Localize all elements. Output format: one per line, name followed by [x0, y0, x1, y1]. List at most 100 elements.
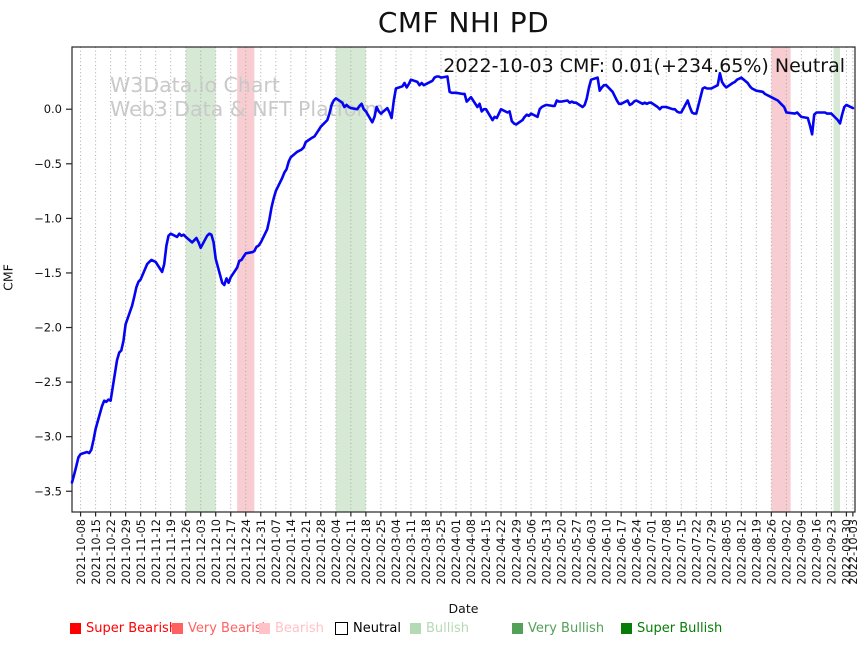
- y-tick-label: −1.5: [34, 266, 62, 280]
- x-tick-label: 2021-10-15: [90, 519, 103, 585]
- x-tick-label: 2021-10-29: [120, 519, 133, 585]
- x-tick-label: 2022-09-30: [841, 519, 854, 585]
- x-tick-label: 2022-06-10: [600, 519, 613, 585]
- x-tick-label: 2022-07-22: [690, 519, 703, 585]
- y-axis-label: CMF: [0, 264, 16, 291]
- x-tick-label: 2022-09-16: [811, 519, 824, 585]
- x-tick-label: 2022-07-01: [645, 519, 658, 585]
- legend-item-very-bullish: Very Bullish: [512, 620, 604, 636]
- y-tick-label: −0.5: [34, 157, 62, 171]
- y-tick-label: −1.0: [34, 211, 62, 225]
- x-tick-label: 2022-03-25: [435, 519, 448, 585]
- x-tick-label: 2021-11-26: [180, 519, 193, 585]
- x-tick-label: 2022-02-25: [375, 519, 388, 585]
- x-tick-label: 2022-08-19: [751, 519, 764, 585]
- y-tick-label: −2.0: [34, 321, 62, 335]
- legend-item-very-bearish: Very Bearish: [172, 620, 270, 636]
- legend-item-label: Very Bearish: [188, 620, 270, 636]
- page-title: CMF NHI PD: [377, 6, 550, 39]
- x-tick-label: 2022-04-29: [510, 519, 523, 585]
- legend-swatch-icon: [621, 622, 632, 634]
- cmf-line-layer: [70, 71, 855, 484]
- signal-band-bearish: [237, 47, 255, 512]
- legend-swatch-icon: [410, 622, 421, 634]
- x-tick-label: 2021-11-12: [150, 519, 163, 585]
- legend-item-label: Super Bearish: [86, 620, 178, 636]
- legend-item-label: Neutral: [353, 620, 401, 636]
- legend-item-label: Bullish: [426, 620, 470, 636]
- x-tick-label: 2022-09-23: [826, 519, 839, 585]
- watermark-line1: W3Data.io Chart: [110, 73, 280, 97]
- x-tick-label: 2022-08-05: [720, 519, 733, 585]
- legend-swatch-icon: [70, 622, 81, 634]
- x-tick-label: 2022-01-07: [270, 519, 283, 585]
- x-tick-label: 2022-02-11: [345, 519, 358, 585]
- y-tick-label: −3.0: [34, 430, 62, 444]
- y-tick-label: 0.0: [44, 102, 62, 116]
- legend-swatch-icon: [512, 622, 523, 634]
- x-tick-label: 2021-10-08: [75, 519, 88, 585]
- x-tick-label: 2022-05-27: [570, 519, 583, 585]
- axes-frame: 0.0 −0.5 −1.0 −1.5 −2.0 −2.5 −3.0 −3.5 2021-10-0…: [34, 46, 860, 585]
- x-axis-label: Date: [448, 601, 479, 616]
- legend-item-label: Very Bullish: [528, 620, 605, 636]
- legend-item-label: Bearish: [275, 620, 324, 636]
- x-tick-label: 2022-05-06: [525, 519, 538, 585]
- legend-swatch-icon: [259, 622, 270, 634]
- x-tick-label: 2022-03-04: [390, 519, 403, 585]
- legend-item-super-bearish: Super Bearish: [70, 620, 177, 636]
- signal-band-bearish: [771, 47, 791, 512]
- x-tick-label: 2022-04-22: [495, 519, 508, 585]
- current-value-annotation: 2022-10-03 CMF: 0.01(+234.65%) Neutral: [443, 55, 845, 77]
- y-tick-label: −2.5: [34, 375, 62, 389]
- legend-item-super-bullish: Super Bullish: [621, 620, 722, 636]
- signal-bands: [185, 47, 840, 512]
- x-tick-label: 2022-01-28: [315, 519, 328, 585]
- x-tick-label: 2022-07-29: [705, 519, 718, 585]
- signal-band-bullish: [833, 47, 840, 512]
- x-tick-label: 2022-05-20: [555, 519, 568, 585]
- x-tick-label: 2022-07-08: [660, 519, 673, 585]
- x-tick-label: 2021-10-22: [105, 519, 118, 585]
- x-tick-label: 2022-08-26: [766, 519, 779, 585]
- x-tick-label: 2021-12-03: [195, 519, 208, 585]
- legend-swatch-icon: [172, 622, 183, 634]
- x-tick-label: 2022-04-01: [450, 519, 463, 585]
- y-tick-label: −3.5: [34, 484, 62, 498]
- x-tick-label: 2022-08-12: [736, 519, 749, 585]
- x-tick-label: 2022-01-21: [300, 519, 313, 585]
- x-tick-label: 2022-07-15: [675, 519, 688, 585]
- legend-item-bearish: Bearish: [259, 620, 324, 636]
- x-tick-label: 2022-02-04: [330, 519, 343, 585]
- x-tick-label: 2022-06-24: [630, 519, 643, 585]
- legend-item-bullish: Bullish: [410, 620, 469, 636]
- x-tick-label: 2021-12-17: [225, 519, 238, 585]
- x-tick-label: 2022-04-15: [480, 519, 493, 585]
- x-tick-label: 2022-09-09: [796, 519, 809, 585]
- x-tick-label: 2021-11-05: [135, 519, 148, 585]
- legend-swatch-icon: [335, 621, 348, 635]
- legend: Super Bearish Very Bearish Bearish Neutral B…: [0, 620, 867, 640]
- plot-border: [71, 46, 856, 513]
- x-tick-label: 2022-04-08: [465, 519, 478, 585]
- legend-item-neutral: Neutral: [335, 620, 401, 636]
- signal-band-bullish: [335, 47, 366, 512]
- x-tick-label: 2021-12-24: [240, 519, 253, 585]
- x-tick-label: 2022-02-18: [360, 519, 373, 585]
- x-tick-label: 2022-06-17: [615, 519, 628, 585]
- x-tick-label: 2022-01-14: [285, 519, 298, 585]
- x-tick-label: 2021-12-10: [210, 519, 223, 585]
- watermark-line2: Web3 Data & NFT Platform: [110, 97, 384, 121]
- x-tick-label: 2022-10-03: [847, 519, 860, 585]
- x-tick-label: 2021-12-31: [255, 519, 268, 585]
- x-tick-label: 2022-03-11: [405, 519, 418, 585]
- x-tick-label: 2021-11-19: [165, 519, 178, 585]
- x-tick-label: 2022-09-02: [781, 519, 794, 585]
- signal-band-bullish: [185, 47, 216, 512]
- x-tick-label: 2022-05-13: [540, 519, 553, 585]
- cmf-line-cmf: [70, 71, 855, 484]
- x-tick-label: 2022-06-03: [585, 519, 598, 585]
- legend-item-label: Super Bullish: [637, 620, 723, 636]
